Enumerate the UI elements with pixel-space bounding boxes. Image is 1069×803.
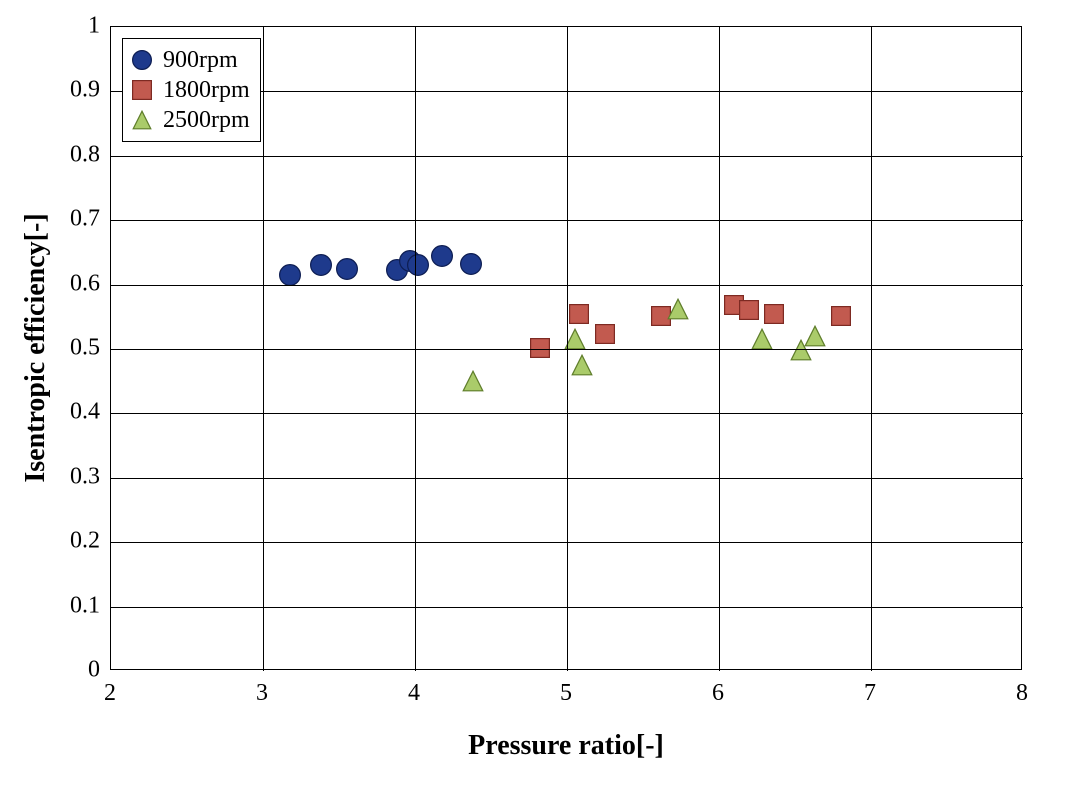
marker-s2500: [751, 328, 773, 350]
square-icon: [131, 79, 153, 101]
marker-s900: [336, 258, 358, 280]
x-tick-label: 5: [560, 680, 572, 707]
x-tick-label: 8: [1016, 680, 1028, 707]
x-tick-label: 6: [712, 680, 724, 707]
x-tick-label: 7: [864, 680, 876, 707]
marker-s1800: [595, 324, 615, 344]
gridline-horizontal: [111, 349, 1023, 350]
y-tick-label: 0: [88, 657, 100, 684]
legend-item: 1800rpm: [131, 75, 250, 105]
y-tick-label: 0.1: [70, 592, 100, 619]
y-tick-label: 0.7: [70, 206, 100, 233]
marker-s1800: [831, 306, 851, 326]
marker-s1800: [739, 300, 759, 320]
marker-s2500: [804, 325, 826, 347]
y-tick-label: 0.9: [70, 77, 100, 104]
y-tick-label: 0.4: [70, 399, 100, 426]
marker-s900: [460, 253, 482, 275]
marker-s2500: [667, 298, 689, 320]
y-tick-label: 0.6: [70, 270, 100, 297]
gridline-horizontal: [111, 156, 1023, 157]
y-tick-label: 1: [88, 13, 100, 40]
legend-item: 2500rpm: [131, 105, 250, 135]
marker-s1800: [764, 304, 784, 324]
marker-s900: [431, 245, 453, 267]
marker-s900: [399, 250, 421, 272]
circle-icon: [131, 49, 153, 71]
gridline-horizontal: [111, 285, 1023, 286]
y-tick-label: 0.3: [70, 463, 100, 490]
legend-item: 900rpm: [131, 45, 250, 75]
gridline-horizontal: [111, 478, 1023, 479]
marker-s2500: [571, 354, 593, 376]
legend-label: 900rpm: [163, 45, 238, 75]
marker-s2500: [790, 339, 812, 361]
gridline-horizontal: [111, 413, 1023, 414]
y-axis-title: Isentropic efficiency[-]: [20, 213, 52, 482]
gridline-horizontal: [111, 220, 1023, 221]
legend-label: 2500rpm: [163, 105, 250, 135]
marker-s900: [310, 254, 332, 276]
gridline-horizontal: [111, 542, 1023, 543]
x-axis-title: Pressure ratio[-]: [468, 730, 664, 762]
legend: 900rpm1800rpm2500rpm: [122, 38, 261, 142]
marker-s900: [407, 254, 429, 276]
marker-s1800: [651, 306, 671, 326]
x-tick-label: 4: [408, 680, 420, 707]
x-tick-label: 3: [256, 680, 268, 707]
marker-s900: [279, 264, 301, 286]
legend-label: 1800rpm: [163, 75, 250, 105]
x-tick-label: 2: [104, 680, 116, 707]
y-tick-label: 0.5: [70, 335, 100, 362]
triangle-icon: [131, 109, 153, 131]
gridline-horizontal: [111, 607, 1023, 608]
y-tick-label: 0.2: [70, 528, 100, 555]
marker-s2500: [462, 370, 484, 392]
marker-s900: [386, 259, 408, 281]
marker-s1800: [724, 295, 744, 315]
chart-stage: 900rpm1800rpm2500rpm Isentropic efficien…: [0, 0, 1069, 803]
y-tick-label: 0.8: [70, 141, 100, 168]
marker-s1800: [569, 304, 589, 324]
marker-s1800: [530, 338, 550, 358]
